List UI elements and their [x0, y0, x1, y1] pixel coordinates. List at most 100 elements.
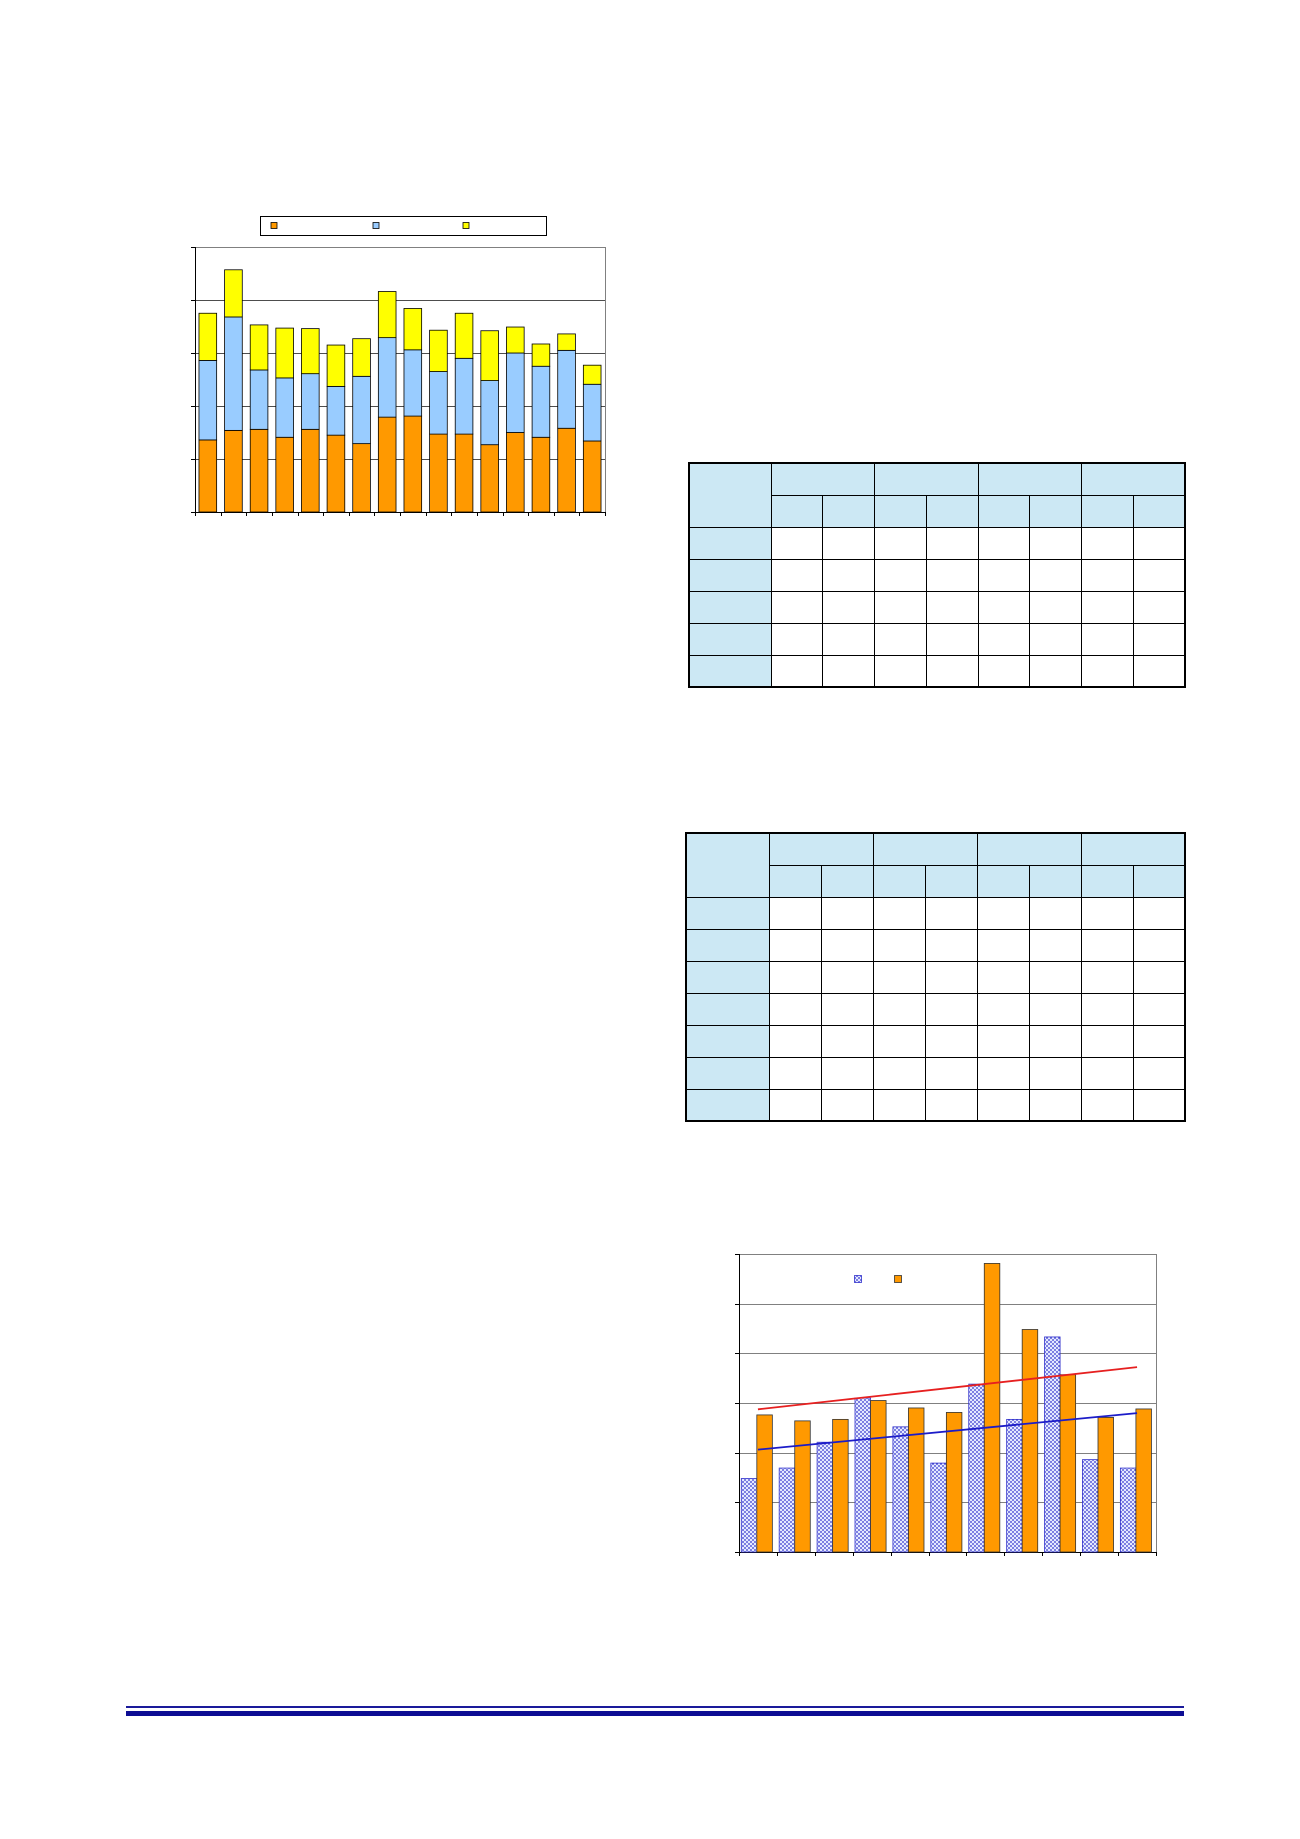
table-cell [820, 1088, 874, 1122]
table-cell [1132, 928, 1186, 962]
bar-11-series-2 [454, 357, 474, 435]
table-cell [1028, 1088, 1082, 1122]
bar-6-series-2 [945, 1412, 963, 1553]
table-cell [1132, 1024, 1186, 1058]
bar-10-series-2 [429, 371, 448, 435]
row-header-cell [688, 654, 772, 688]
table-cell [768, 1024, 822, 1058]
table-body [685, 896, 1186, 1122]
table-cell [924, 992, 978, 1026]
bar-8-series-1 [1006, 1418, 1023, 1553]
table-cell [1132, 896, 1186, 930]
row-header-cell [688, 622, 772, 656]
table-cell [1081, 622, 1134, 656]
footer-rule-thick [126, 1711, 1184, 1716]
group-header-cell [976, 832, 1082, 866]
bar-3-series-1 [816, 1441, 834, 1553]
bar-9-series-1 [403, 415, 423, 513]
table-cell [925, 526, 979, 560]
table-cell [1080, 928, 1134, 962]
sub-header-cell [1081, 494, 1134, 528]
bar-4-series-2 [275, 377, 294, 438]
bar-1-series-1 [198, 439, 218, 513]
table-cell [770, 526, 824, 560]
table-cell [770, 654, 824, 688]
row-header-cell [685, 896, 770, 930]
sub-header-cell [977, 494, 1031, 528]
table-cell [1029, 654, 1082, 688]
table-cell [976, 1056, 1030, 1090]
bar-1-series-2 [756, 1414, 773, 1553]
sub-header-cell [1029, 494, 1082, 528]
bar-15-series-3 [557, 333, 576, 351]
bar-2-series-2 [794, 1420, 811, 1553]
bar-6-series-2 [326, 385, 346, 436]
bar-9-series-2 [1059, 1374, 1077, 1553]
bar-2-series-2 [224, 316, 243, 431]
legend-box [260, 216, 547, 236]
sub-header-cell [924, 864, 978, 898]
bar-16-series-3 [582, 364, 602, 385]
table-cell [1029, 558, 1082, 592]
bar-1-series-2 [198, 360, 218, 441]
table-cell [1029, 590, 1082, 624]
legend-swatch-2 [894, 1275, 902, 1283]
table-header [688, 462, 1186, 528]
group-header-cell [1080, 832, 1186, 866]
table-cell [822, 590, 875, 624]
bar-2-series-1 [224, 429, 243, 513]
table-cell [768, 1056, 822, 1090]
table-cell [874, 590, 927, 624]
table-cell [1028, 1024, 1082, 1058]
row-header-cell [685, 1056, 770, 1090]
table-cell [977, 558, 1031, 592]
table-cell [976, 960, 1030, 994]
bar-3-series-2 [249, 369, 269, 430]
bar-5-series-1 [301, 428, 320, 513]
table-cell [872, 1056, 926, 1090]
table-cell [976, 928, 1030, 962]
data-table-2 [685, 832, 1186, 1122]
table-cell [770, 622, 824, 656]
bar-4-series-3 [275, 327, 294, 379]
bar-9-series-3 [403, 308, 423, 351]
table-cell [1132, 960, 1186, 994]
bar-12-series-2 [480, 380, 499, 446]
table-cell [1081, 590, 1134, 624]
table-cell [874, 622, 927, 656]
sub-header-cell [770, 494, 824, 528]
legend-swatch-2 [372, 222, 380, 229]
bar-5-series-1 [892, 1426, 909, 1553]
table-cell [1028, 992, 1082, 1026]
table-cell [820, 992, 874, 1026]
legend-swatch-1 [854, 1275, 862, 1283]
bar-7-series-2 [352, 375, 371, 445]
bar-15-series-1 [557, 427, 576, 513]
bar-12-series-1 [480, 444, 499, 513]
bar-16-series-1 [582, 440, 602, 513]
bar-3-series-1 [249, 428, 269, 513]
table-cell [924, 896, 978, 930]
bar-14-series-1 [531, 436, 551, 513]
sub-header-cell [1080, 864, 1134, 898]
table-body [688, 526, 1186, 688]
table-cell [872, 896, 926, 930]
row-header-cell [685, 1088, 770, 1122]
header-row-subcolumns [689, 494, 1186, 528]
corner-header-cell [688, 462, 772, 528]
bar-13-series-2 [506, 352, 525, 433]
bar-8-series-2 [377, 337, 397, 418]
table-cell [1132, 992, 1186, 1026]
table-cell [820, 1056, 874, 1090]
bar-11-series-1 [454, 433, 474, 513]
group-header-cell [977, 462, 1082, 496]
group-header-cell [768, 832, 874, 866]
table-cell [1029, 526, 1082, 560]
bar-6-series-1 [326, 434, 346, 513]
bar-13-series-1 [506, 432, 525, 513]
bar-15-series-2 [557, 349, 576, 429]
table-cell [820, 960, 874, 994]
table-cell [872, 992, 926, 1026]
table-cell [822, 558, 875, 592]
table-cell [924, 1056, 978, 1090]
